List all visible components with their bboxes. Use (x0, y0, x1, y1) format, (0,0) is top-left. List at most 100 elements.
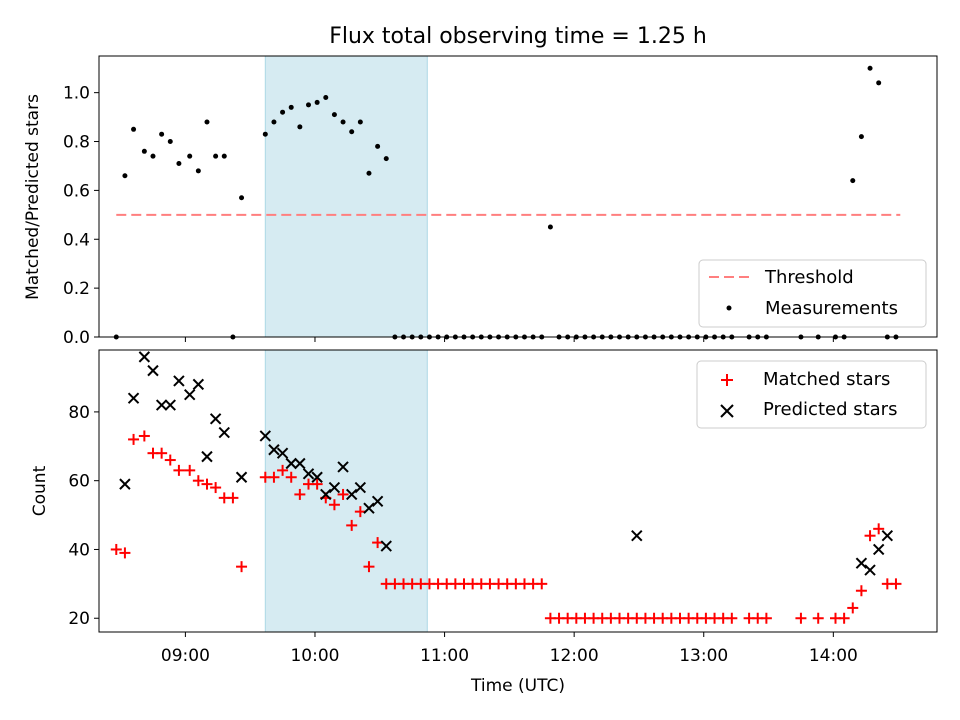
measurement-point (159, 131, 165, 137)
legend-predicted-label: Predicted stars (763, 399, 897, 420)
bottom-x-axis-ticks: 09:00 10:00 11:00 12:00 13:00 14:00 (161, 632, 858, 666)
matched-star-point (110, 543, 122, 555)
matched-star-point (285, 471, 297, 483)
measurement-point (349, 129, 355, 135)
y-tick-label: 0.2 (63, 279, 90, 299)
predicted-star-point (127, 392, 140, 404)
matched-star-point (192, 475, 204, 487)
predicted-star-point (201, 450, 213, 463)
measurement-point (340, 119, 346, 125)
y-tick-label: 60 (68, 472, 90, 492)
x-tick-label: 12:00 (550, 646, 599, 666)
matched-star-point (328, 499, 340, 511)
matched-star-point (372, 537, 384, 549)
matched-star-point (201, 478, 213, 490)
measurement-point (280, 109, 286, 115)
measurement-point (150, 153, 156, 159)
predicted-star-point (155, 399, 168, 411)
top-legend-box (698, 259, 927, 328)
measurement-point (297, 124, 303, 130)
legend-threshold-label: Threshold (764, 267, 854, 288)
predicted-star-point (855, 557, 868, 569)
bottom-plot-frame (98, 349, 938, 633)
matched-star-point (311, 478, 323, 490)
y-tick-label: 1.0 (63, 84, 90, 104)
matched-star-point (119, 547, 131, 559)
bottom-y-axis-label: Count (30, 465, 50, 516)
predicted-star-point (164, 399, 176, 411)
top-panel: Flux total observing time = 1.25 h 0.00.… (23, 24, 938, 348)
bottom-y-axis-ticks: 20 40 60 80 (68, 403, 99, 629)
top-y-axis-ticks: 0.0 0.2 0.4 0.6 0.8 1.0 (63, 84, 99, 348)
measurement-point (141, 148, 147, 154)
predicted-star-point (192, 378, 205, 391)
matched-star-point (346, 519, 358, 531)
matched-star-point (760, 612, 772, 624)
matched-star-point (363, 561, 375, 573)
matched-star-point (890, 578, 902, 590)
matched-star-point (268, 471, 280, 483)
y-tick-label: 0.0 (63, 328, 90, 348)
measurement-point (122, 173, 128, 179)
measurement-point (858, 134, 864, 140)
matched-star-point (726, 612, 738, 624)
matched-star-point (210, 482, 222, 494)
measurement-point (314, 99, 320, 105)
legend-matched-label: Matched stars (763, 369, 890, 390)
x-tick-label: 13:00 (679, 646, 728, 666)
legend-matched-swatch (721, 374, 733, 386)
measurement-point (221, 153, 227, 159)
predicted-star-point (864, 564, 876, 576)
predicted-star-point (218, 426, 230, 439)
bottom-shaded-interval (264, 349, 428, 633)
predicted-star-point (285, 457, 297, 470)
y-tick-label: 40 (68, 540, 90, 560)
predicted-star-point (311, 471, 323, 483)
predicted-star-point (119, 478, 131, 490)
predicted-star-point (320, 488, 332, 501)
legend-measurements-swatch (726, 305, 732, 311)
measurement-point (288, 104, 294, 110)
predicted-star-point (138, 351, 151, 363)
legend-predicted-swatch (720, 404, 734, 418)
matched-star-point (277, 464, 289, 476)
x-tick-label: 09:00 (161, 646, 210, 666)
matched-star-point (227, 492, 239, 504)
top-legend: Threshold Measurements (698, 259, 927, 328)
predicted-star-point (345, 488, 358, 501)
measurement-point (366, 170, 372, 176)
matched-star-point (812, 612, 824, 624)
predicted-star-point (328, 481, 341, 494)
matched-star-point (184, 464, 196, 476)
measurement-point (876, 80, 882, 86)
bottom-legend-box (696, 360, 927, 429)
bottom-legend: Matched stars Predicted stars (696, 360, 927, 429)
matched-star-point (156, 447, 168, 459)
predicted-star-point (872, 543, 885, 556)
matched-star-point (138, 430, 150, 442)
matched-star-point (838, 612, 850, 624)
predicted-star-point (276, 447, 289, 459)
matched-star-point (128, 433, 140, 445)
predicted-star-point (173, 375, 185, 387)
matched-star-point (847, 602, 859, 614)
predicted-star-point (371, 495, 384, 508)
y-tick-label: 0.4 (63, 230, 90, 250)
measurement-point (375, 143, 381, 149)
matched-star-point (873, 523, 885, 535)
matched-stars-points (110, 430, 902, 624)
y-tick-label: 20 (68, 609, 90, 629)
matched-star-point (855, 585, 867, 597)
matched-star-point (795, 612, 807, 624)
measurement-point (323, 95, 329, 101)
measurement-point (331, 112, 337, 118)
predicted-star-point (235, 471, 248, 483)
predicted-star-point (380, 540, 392, 552)
x-axis-label: Time (UTC) (470, 676, 565, 696)
measurement-point (213, 153, 219, 159)
y-tick-label: 0.6 (63, 181, 90, 201)
top-plot-frame (98, 55, 938, 338)
matched-star-point (864, 530, 876, 542)
top-y-axis-label: Matched/Predicted stars (23, 94, 43, 300)
